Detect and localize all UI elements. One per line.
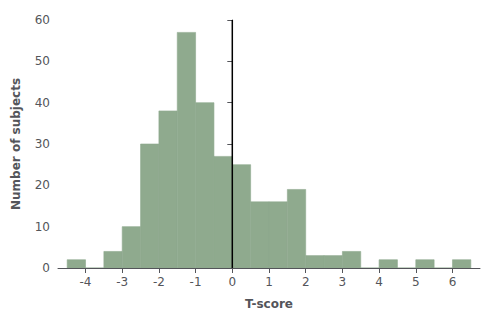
svg-text:3: 3 — [339, 275, 347, 289]
svg-text:0: 0 — [228, 275, 236, 289]
svg-text:4: 4 — [375, 275, 383, 289]
svg-text:1: 1 — [265, 275, 273, 289]
svg-text:30: 30 — [35, 137, 50, 151]
svg-text:60: 60 — [35, 13, 50, 27]
svg-text:6: 6 — [449, 275, 457, 289]
svg-text:50: 50 — [35, 54, 50, 68]
svg-text:-2: -2 — [153, 275, 165, 289]
svg-text:T-score: T-score — [245, 297, 293, 311]
svg-text:Number of subjects: Number of subjects — [9, 78, 23, 210]
svg-text:-1: -1 — [190, 275, 202, 289]
svg-text:-3: -3 — [116, 275, 128, 289]
svg-text:2: 2 — [302, 275, 310, 289]
svg-text:5: 5 — [412, 275, 420, 289]
svg-text:10: 10 — [35, 220, 50, 234]
svg-text:20: 20 — [35, 178, 50, 192]
svg-text:40: 40 — [35, 96, 50, 110]
svg-text:-4: -4 — [80, 275, 92, 289]
svg-text:0: 0 — [42, 261, 50, 275]
